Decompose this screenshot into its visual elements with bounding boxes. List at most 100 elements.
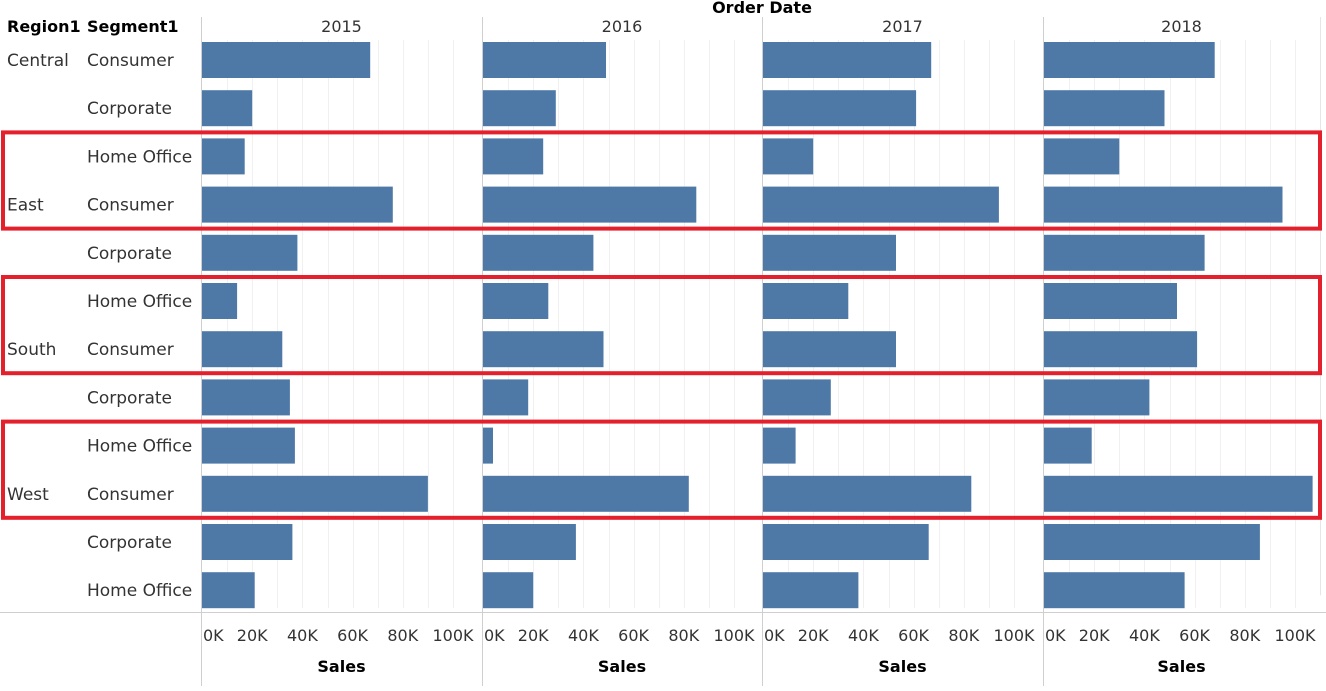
x-tick-label: 20K — [237, 626, 268, 645]
bar-2018-corporate — [1044, 524, 1260, 560]
bar-2015-consumer — [202, 42, 371, 78]
segment-label: Corporate — [87, 244, 172, 264]
highlight-boxes — [1, 130, 1322, 520]
bar-2017-consumer — [763, 186, 999, 223]
bar-2018-corporate — [1044, 379, 1150, 416]
bar-2016-home-office — [483, 283, 549, 319]
bar-2016-corporate — [483, 524, 576, 560]
segment-label: Home Office — [87, 147, 192, 167]
x-tick-label: 40K — [568, 626, 599, 645]
bar-2016-home-office — [483, 138, 544, 175]
bar-2015-corporate — [202, 524, 293, 560]
bar-2016-corporate — [483, 90, 556, 127]
x-tick-label: 0K — [203, 626, 224, 645]
bar-2017-consumer — [763, 331, 896, 368]
bar-2016-home-office — [483, 427, 493, 464]
bar-2017-home-office — [763, 572, 859, 609]
bar-2016-consumer — [483, 42, 606, 78]
x-tick-label: 0K — [484, 626, 505, 645]
bar-2017-corporate — [763, 379, 831, 416]
x-tick-label: 60K — [337, 626, 368, 645]
x-tick-label: 80K — [387, 626, 418, 645]
bar-2015-consumer — [202, 186, 393, 223]
column-label-2017: 2017 — [882, 17, 923, 36]
grid-lines — [0, 17, 1326, 686]
bar-2018-consumer — [1044, 475, 1313, 512]
bar-2018-home-office — [1044, 427, 1092, 464]
x-axis-title: Sales — [1157, 657, 1205, 676]
bar-2015-home-office — [202, 283, 238, 319]
bar-2017-consumer — [763, 475, 972, 512]
bar-2018-corporate — [1044, 90, 1165, 127]
bar-2017-corporate — [763, 524, 929, 560]
bar-2018-consumer — [1044, 331, 1198, 368]
bar-2016-corporate — [483, 234, 594, 271]
x-tick-label: 60K — [898, 626, 929, 645]
highlight-box — [1, 130, 1322, 231]
x-axis-title: Sales — [878, 657, 926, 676]
column-header-title: Order Date — [712, 0, 812, 17]
x-tick-label: 20K — [798, 626, 829, 645]
segment-label: Corporate — [87, 388, 172, 408]
x-tick-label: 40K — [848, 626, 879, 645]
segment-label: Home Office — [87, 581, 192, 601]
x-tick-label: 80K — [948, 626, 979, 645]
x-tick-label: 100K — [1274, 626, 1316, 645]
x-tick-label: 60K — [1179, 626, 1210, 645]
segment-label: Home Office — [87, 292, 192, 312]
bar-2015-corporate — [202, 379, 290, 416]
bar-2018-home-office — [1044, 572, 1185, 609]
x-tick-label: 40K — [287, 626, 318, 645]
x-tick-label: 40K — [1129, 626, 1160, 645]
bar-2017-home-office — [763, 427, 796, 464]
row-header-segment: Segment1 — [87, 17, 179, 36]
x-tick-label: 80K — [668, 626, 699, 645]
region-label-central: Central — [7, 51, 69, 71]
segment-label: Consumer — [87, 340, 174, 360]
segment-label: Consumer — [87, 485, 174, 505]
bar-2015-consumer — [202, 331, 283, 368]
region-label-east: East — [7, 196, 44, 216]
x-tick-label: 100K — [432, 626, 474, 645]
bar-2016-home-office — [483, 572, 534, 609]
region-label-south: South — [7, 340, 56, 360]
row-header-region: Region1 — [7, 17, 81, 36]
bar-2017-corporate — [763, 90, 917, 127]
region-label-west: West — [7, 485, 49, 505]
bar-2015-home-office — [202, 427, 295, 464]
highlight-box — [1, 275, 1322, 376]
x-tick-label: 20K — [518, 626, 549, 645]
column-label-2016: 2016 — [602, 17, 643, 36]
x-axis-title: Sales — [598, 657, 646, 676]
bars — [202, 42, 1313, 609]
segment-label: Consumer — [87, 51, 174, 71]
bar-2016-consumer — [483, 331, 604, 368]
x-axis-title: Sales — [317, 657, 365, 676]
segment-label: Corporate — [87, 99, 172, 119]
segment-label: Consumer — [87, 196, 174, 216]
column-label-2015: 2015 — [321, 17, 362, 36]
segment-label: Home Office — [87, 437, 192, 457]
bar-2017-consumer — [763, 42, 932, 78]
x-tick-label: 100K — [993, 626, 1035, 645]
bar-2017-home-office — [763, 283, 849, 319]
bar-2015-home-office — [202, 572, 255, 609]
x-tick-label: 60K — [618, 626, 649, 645]
bar-2017-home-office — [763, 138, 814, 175]
column-label-2018: 2018 — [1161, 17, 1202, 36]
bar-2015-home-office — [202, 138, 245, 175]
bar-2017-corporate — [763, 234, 896, 271]
segment-label: Corporate — [87, 533, 172, 553]
labels: Order Date Region1 Segment1 2015 2016 2017 201… — [7, 0, 1316, 676]
bar-2018-home-office — [1044, 283, 1177, 319]
bar-2018-home-office — [1044, 138, 1120, 175]
bar-2015-consumer — [202, 475, 428, 512]
x-tick-label: 0K — [1045, 626, 1066, 645]
highlight-box — [1, 419, 1322, 520]
bar-2018-consumer — [1044, 186, 1283, 223]
bar-2015-corporate — [202, 234, 298, 271]
bar-2016-consumer — [483, 186, 697, 223]
x-tick-label: 80K — [1229, 626, 1260, 645]
x-tick-label: 20K — [1079, 626, 1110, 645]
